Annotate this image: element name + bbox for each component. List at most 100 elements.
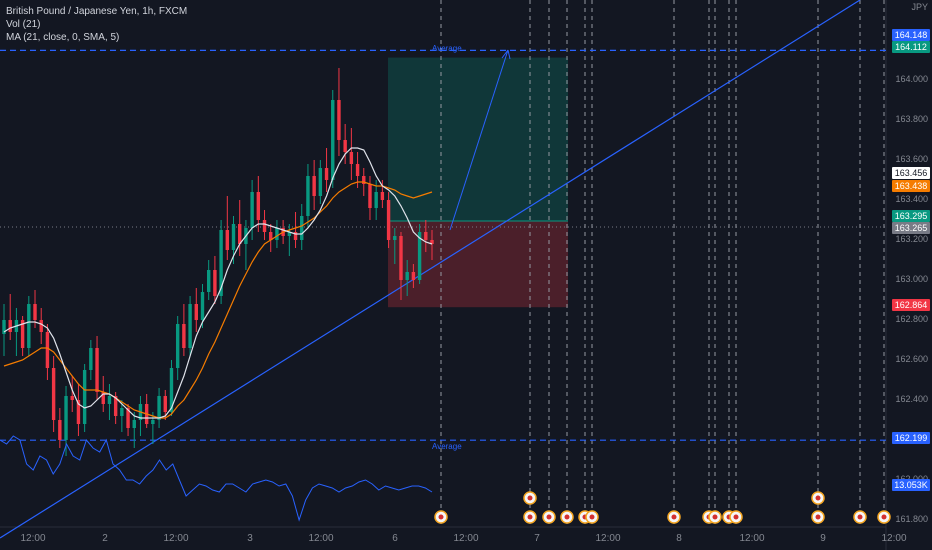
event-icon-dot	[881, 514, 887, 520]
candle-body	[213, 270, 217, 296]
candle-body	[58, 420, 62, 440]
event-icon-dot	[438, 514, 444, 520]
candle-body	[368, 184, 372, 208]
candle-body	[132, 420, 136, 428]
candle-body	[2, 320, 6, 334]
candle-body	[318, 168, 323, 196]
candle-body	[424, 232, 428, 240]
time-tick-label: 6	[392, 533, 398, 544]
price-tick-label: 163.600	[895, 154, 928, 164]
candle-body	[399, 236, 403, 280]
target-average-label: Average	[432, 44, 462, 53]
candle-body	[331, 100, 335, 180]
candle-body	[219, 230, 223, 296]
time-tick-label: 12:00	[739, 533, 765, 544]
time-tick-label: 7	[534, 533, 540, 544]
candle-body	[380, 192, 385, 200]
profit-zone	[388, 57, 568, 221]
candle-body	[169, 368, 174, 412]
candle-body	[20, 320, 25, 348]
candle-body	[405, 272, 409, 280]
candle-body	[82, 370, 87, 424]
candle-body	[200, 292, 205, 320]
candle-body	[64, 396, 68, 440]
price-tick-label: 163.800	[895, 114, 928, 124]
symbol-title[interactable]: British Pound / Japanese Yen, 1h, FXCM	[6, 6, 188, 17]
candle-body	[45, 332, 50, 368]
price-tick-label: 162.400	[895, 394, 928, 404]
price-badge: 163.265	[892, 222, 930, 234]
candle-body	[393, 236, 397, 240]
candle-body	[27, 304, 31, 348]
candle-body	[349, 152, 354, 164]
candle-body	[76, 400, 81, 424]
price-badge: 13.053K	[892, 479, 930, 491]
candle-body	[417, 232, 422, 280]
event-icon-dot	[564, 514, 570, 520]
candle-body	[163, 396, 167, 412]
candle-body	[8, 320, 12, 332]
price-tick-label: 161.800	[895, 514, 928, 524]
event-icon-dot	[857, 514, 863, 520]
candle-body	[95, 348, 99, 392]
price-badge: 162.199	[892, 432, 930, 444]
candle-body	[386, 200, 391, 240]
price-tick-label: 164.000	[895, 74, 928, 84]
projection-arrowhead	[501, 49, 511, 60]
candle-body	[188, 304, 192, 348]
candle-body	[275, 228, 279, 240]
event-icon-dot	[671, 514, 677, 520]
moving-average-line	[3, 181, 433, 419]
candle-body	[194, 304, 198, 320]
price-badge: 164.148	[892, 29, 930, 41]
candle-body	[182, 324, 186, 348]
candle-body	[300, 216, 304, 240]
candle-body	[51, 368, 56, 420]
candle-body	[70, 396, 74, 400]
chart-legend: British Pound / Japanese Yen, 1h, FXCM V…	[6, 5, 187, 44]
time-tick-label: 12:00	[453, 533, 479, 544]
volume-line	[0, 435, 433, 522]
trend-line	[0, 0, 861, 539]
candle-body	[293, 232, 298, 240]
time-tick-label: 3	[247, 533, 253, 544]
candle-body	[225, 230, 230, 250]
candle-body	[126, 408, 130, 428]
candle-body	[175, 324, 180, 368]
lower-average-label: Average	[432, 442, 462, 451]
candle-body	[374, 192, 378, 208]
candle-body	[120, 408, 124, 416]
candle-body	[256, 192, 261, 220]
candle-body	[250, 192, 254, 228]
candle-body	[324, 168, 329, 180]
event-icon-dot	[527, 495, 533, 501]
candle-body	[430, 240, 434, 244]
time-tick-label: 12:00	[163, 533, 189, 544]
candle-body	[107, 396, 112, 404]
event-icon-dot	[546, 514, 552, 520]
candle-body	[151, 420, 155, 424]
candle-body	[287, 232, 292, 236]
price-badge: 162.864	[892, 299, 930, 311]
price-tick-label: 162.600	[895, 354, 928, 364]
event-icon-dot	[527, 514, 533, 520]
price-tick-label: 163.000	[895, 274, 928, 284]
event-icon-dot	[589, 514, 595, 520]
time-tick-label: 12:00	[308, 533, 334, 544]
moving-average-line	[3, 147, 433, 419]
candle-body	[157, 396, 161, 420]
time-tick-label: 12:00	[881, 533, 907, 544]
candle-body	[206, 270, 211, 292]
candle-body	[262, 220, 267, 232]
candle-body	[362, 176, 366, 184]
price-badge: 163.295	[892, 210, 930, 222]
ma-indicator-label[interactable]: MA (21, close, 0, SMA, 5)	[6, 32, 120, 43]
candle-body	[231, 224, 236, 250]
candle-body	[113, 396, 118, 416]
candle-body	[269, 232, 273, 240]
price-badge: 163.456	[892, 167, 930, 179]
volume-indicator-label[interactable]: Vol (21)	[6, 19, 41, 30]
candle-body	[101, 392, 105, 404]
price-tick-label: 163.400	[895, 194, 928, 204]
